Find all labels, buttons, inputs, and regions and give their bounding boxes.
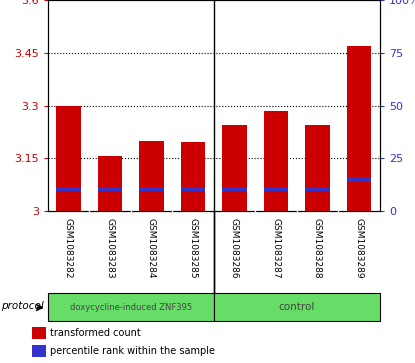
Text: protocol: protocol bbox=[1, 301, 44, 311]
Text: percentile rank within the sample: percentile rank within the sample bbox=[50, 346, 215, 356]
Bar bbox=[181, 142, 205, 211]
Bar bbox=[347, 177, 371, 182]
Bar bbox=[222, 125, 247, 211]
Text: GSM1083289: GSM1083289 bbox=[354, 217, 364, 278]
Bar bbox=[181, 187, 205, 191]
Bar bbox=[139, 187, 164, 191]
Bar bbox=[98, 187, 122, 191]
Bar bbox=[214, 293, 380, 321]
Text: GSM1083283: GSM1083283 bbox=[105, 217, 115, 278]
Bar bbox=[56, 187, 81, 191]
Text: transformed count: transformed count bbox=[50, 328, 141, 338]
Text: control: control bbox=[278, 302, 315, 312]
Text: GSM1083284: GSM1083284 bbox=[147, 217, 156, 278]
Bar bbox=[222, 187, 247, 191]
Text: GSM1083282: GSM1083282 bbox=[64, 217, 73, 278]
Bar bbox=[264, 187, 288, 191]
Bar bbox=[98, 156, 122, 211]
Text: GSM1083286: GSM1083286 bbox=[230, 217, 239, 278]
Bar bbox=[264, 111, 288, 211]
Bar bbox=[305, 187, 330, 191]
Text: doxycycline-induced ZNF395: doxycycline-induced ZNF395 bbox=[70, 302, 192, 311]
Bar bbox=[139, 141, 164, 211]
Bar bbox=[48, 293, 214, 321]
Bar bbox=[56, 106, 81, 211]
Bar bbox=[347, 46, 371, 211]
Text: GSM1083285: GSM1083285 bbox=[188, 217, 198, 278]
Text: GSM1083287: GSM1083287 bbox=[271, 217, 281, 278]
Bar bbox=[305, 125, 330, 211]
Bar bbox=[32, 345, 46, 357]
Bar bbox=[32, 327, 46, 339]
Text: GSM1083288: GSM1083288 bbox=[313, 217, 322, 278]
